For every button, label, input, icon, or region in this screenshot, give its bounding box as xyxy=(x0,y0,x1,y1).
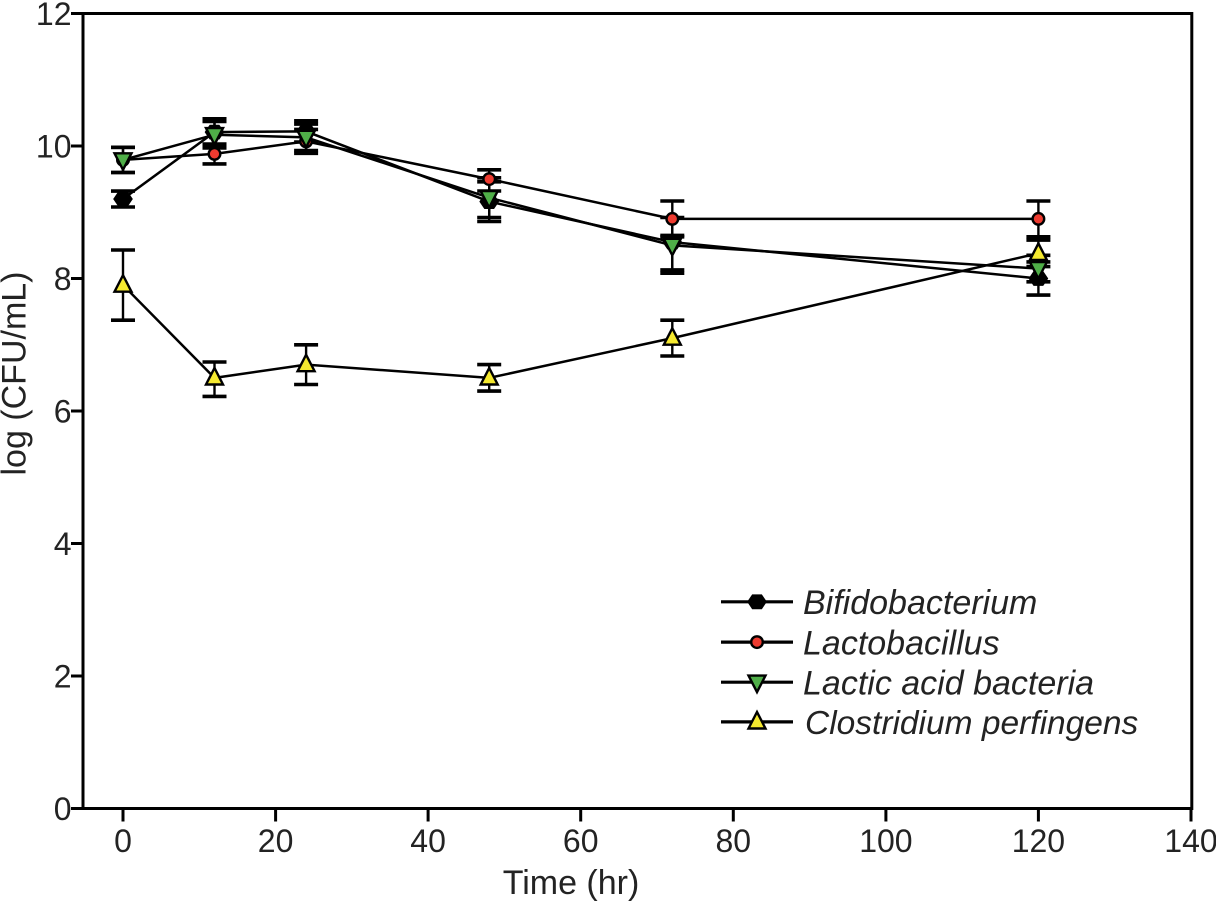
svg-text:40: 40 xyxy=(410,823,446,859)
svg-text:Lactic acid bacteria: Lactic acid bacteria xyxy=(803,664,1094,702)
svg-text:140: 140 xyxy=(1164,823,1216,859)
svg-text:120: 120 xyxy=(1012,823,1065,859)
svg-text:12: 12 xyxy=(36,0,72,32)
svg-text:60: 60 xyxy=(563,823,599,859)
svg-text:100: 100 xyxy=(859,823,912,859)
svg-text:80: 80 xyxy=(716,823,752,859)
svg-text:Time (hr): Time (hr) xyxy=(503,864,640,902)
svg-text:6: 6 xyxy=(54,393,72,429)
svg-text:log (CFU/mL): log (CFU/mL) xyxy=(0,271,34,475)
svg-text:10: 10 xyxy=(36,128,72,164)
svg-text:2: 2 xyxy=(54,658,72,694)
svg-text:8: 8 xyxy=(54,261,72,297)
svg-text:20: 20 xyxy=(258,823,294,859)
svg-text:0: 0 xyxy=(54,791,72,827)
svg-text:0: 0 xyxy=(114,823,132,859)
svg-text:Bifidobacterium: Bifidobacterium xyxy=(803,584,1037,622)
svg-text:4: 4 xyxy=(54,526,72,562)
svg-text:Clostridium perfingens: Clostridium perfingens xyxy=(805,705,1139,742)
svg-text:Lactobacillus: Lactobacillus xyxy=(803,624,1000,662)
